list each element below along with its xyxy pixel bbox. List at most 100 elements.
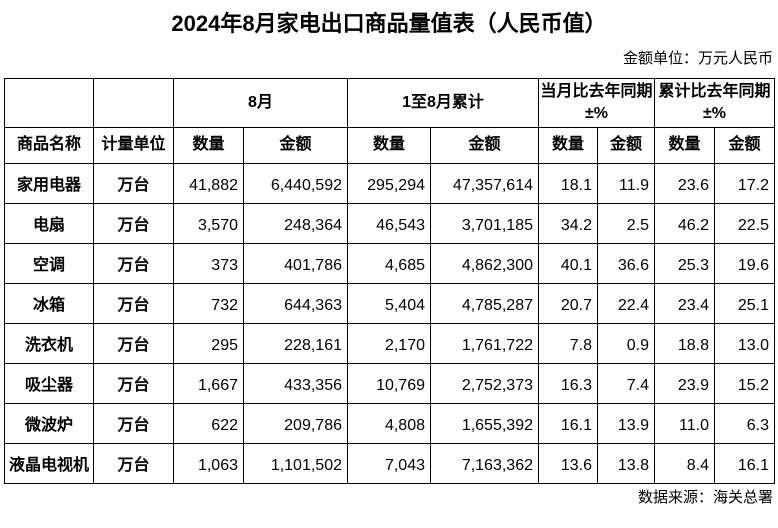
product-name-cell: 微波炉 <box>4 403 94 444</box>
table-row: 液晶电视机 万台 1,063 1,101,502 7,043 7,163,362… <box>4 443 775 484</box>
unit-cell: 万台 <box>93 443 174 484</box>
value-cell: 36.6 <box>597 243 655 284</box>
value-cell: 16.1 <box>538 403 598 444</box>
product-name-cell: 冰箱 <box>4 283 94 324</box>
value-cell: 18.1 <box>538 163 598 204</box>
value-cell: 6.3 <box>714 403 775 444</box>
col-header-qty-3: 数量 <box>538 127 598 164</box>
product-name-cell: 家用电器 <box>4 163 94 204</box>
value-cell: 34.2 <box>538 203 598 244</box>
table-row: 家用电器 万台 41,882 6,440,592 295,294 47,357,… <box>4 163 775 204</box>
value-cell: 11.9 <box>597 163 655 204</box>
table-row: 空调 万台 373 401,786 4,685 4,862,300 40.1 3… <box>4 243 775 284</box>
table-row: 吸尘器 万台 1,667 433,356 10,769 2,752,373 16… <box>4 363 775 404</box>
value-cell: 13.0 <box>714 323 775 364</box>
group-header-month-yoy: 当月比去年同期±% <box>538 78 655 128</box>
unit-cell: 万台 <box>93 363 174 404</box>
value-cell: 7,163,362 <box>430 443 539 484</box>
value-cell: 644,363 <box>243 283 348 324</box>
value-cell: 4,785,287 <box>430 283 539 324</box>
value-cell: 401,786 <box>243 243 348 284</box>
value-cell: 1,667 <box>173 363 244 404</box>
table-row: 洗衣机 万台 295 228,161 2,170 1,761,722 7.8 0… <box>4 323 775 364</box>
col-header-qty-2: 数量 <box>347 127 431 164</box>
value-cell: 19.6 <box>714 243 775 284</box>
value-cell: 2,752,373 <box>430 363 539 404</box>
unit-cell: 万台 <box>93 283 174 324</box>
col-header-amount-1: 金额 <box>243 127 348 164</box>
product-name-cell: 空调 <box>4 243 94 284</box>
value-cell: 209,786 <box>243 403 348 444</box>
value-cell: 1,761,722 <box>430 323 539 364</box>
group-header-cumulative: 1至8月累计 <box>347 78 539 128</box>
product-name-cell: 洗衣机 <box>4 323 94 364</box>
page-title: 2024年8月家电出口商品量值表（人民币值） <box>171 11 607 36</box>
value-cell: 1,101,502 <box>243 443 348 484</box>
value-cell: 20.7 <box>538 283 598 324</box>
table-row: 电扇 万台 3,570 248,364 46,543 3,701,185 34.… <box>4 203 775 244</box>
col-header-qty-1: 数量 <box>173 127 244 164</box>
value-cell: 6,440,592 <box>243 163 348 204</box>
value-cell: 248,364 <box>243 203 348 244</box>
value-cell: 2,170 <box>347 323 431 364</box>
data-source-note: 数据来源：海关总署 <box>637 489 773 506</box>
value-cell: 373 <box>173 243 244 284</box>
group-header-august: 8月 <box>173 78 348 128</box>
product-name-cell: 电扇 <box>4 203 94 244</box>
empty-header-product <box>4 78 94 128</box>
value-cell: 15.2 <box>714 363 775 404</box>
value-cell: 23.6 <box>654 163 715 204</box>
value-cell: 1,655,392 <box>430 403 539 444</box>
value-cell: 7.8 <box>538 323 598 364</box>
col-header-amount-2: 金额 <box>430 127 539 164</box>
value-cell: 13.8 <box>597 443 655 484</box>
amount-unit-note: 金额单位：万元人民币 <box>622 50 773 67</box>
value-cell: 23.4 <box>654 283 715 324</box>
value-cell: 47,357,614 <box>430 163 539 204</box>
value-cell: 295 <box>173 323 244 364</box>
col-header-unit: 计量单位 <box>93 127 174 164</box>
value-cell: 4,808 <box>347 403 431 444</box>
value-cell: 3,570 <box>173 203 244 244</box>
value-cell: 17.2 <box>714 163 775 204</box>
value-cell: 4,862,300 <box>430 243 539 284</box>
value-cell: 22.4 <box>597 283 655 324</box>
value-cell: 41,882 <box>173 163 244 204</box>
empty-header-unit <box>93 78 174 128</box>
value-cell: 16.1 <box>714 443 775 484</box>
product-name-cell: 液晶电视机 <box>4 443 94 484</box>
value-cell: 433,356 <box>243 363 348 404</box>
value-cell: 732 <box>173 283 244 324</box>
column-header-row: 商品名称 计量单位 数量 金额 数量 金额 数量 金额 数量 金额 <box>4 127 775 164</box>
value-cell: 4,685 <box>347 243 431 284</box>
col-header-amount-3: 金额 <box>597 127 655 164</box>
table-row: 冰箱 万台 732 644,363 5,404 4,785,287 20.7 2… <box>4 283 775 324</box>
value-cell: 13.6 <box>538 443 598 484</box>
value-cell: 1,063 <box>173 443 244 484</box>
value-cell: 2.5 <box>597 203 655 244</box>
value-cell: 622 <box>173 403 244 444</box>
value-cell: 40.1 <box>538 243 598 284</box>
value-cell: 13.9 <box>597 403 655 444</box>
col-header-qty-4: 数量 <box>654 127 715 164</box>
product-name-cell: 吸尘器 <box>4 363 94 404</box>
value-cell: 5,404 <box>347 283 431 324</box>
unit-cell: 万台 <box>93 203 174 244</box>
value-cell: 23.9 <box>654 363 715 404</box>
group-header-month-yoy-label: 当月比去年同期±% <box>540 82 653 122</box>
value-cell: 10,769 <box>347 363 431 404</box>
table-row: 微波炉 万台 622 209,786 4,808 1,655,392 16.1 … <box>4 403 775 444</box>
value-cell: 22.5 <box>714 203 775 244</box>
value-cell: 25.1 <box>714 283 775 324</box>
value-cell: 7.4 <box>597 363 655 404</box>
group-header-cumulative-yoy: 累计比去年同期±% <box>654 78 775 128</box>
value-cell: 8.4 <box>654 443 715 484</box>
value-cell: 46.2 <box>654 203 715 244</box>
value-cell: 11.0 <box>654 403 715 444</box>
value-cell: 25.3 <box>654 243 715 284</box>
unit-cell: 万台 <box>93 243 174 284</box>
value-cell: 7,043 <box>347 443 431 484</box>
unit-cell: 万台 <box>93 323 174 364</box>
group-header-cumulative-yoy-label: 累计比去年同期±% <box>658 82 771 122</box>
